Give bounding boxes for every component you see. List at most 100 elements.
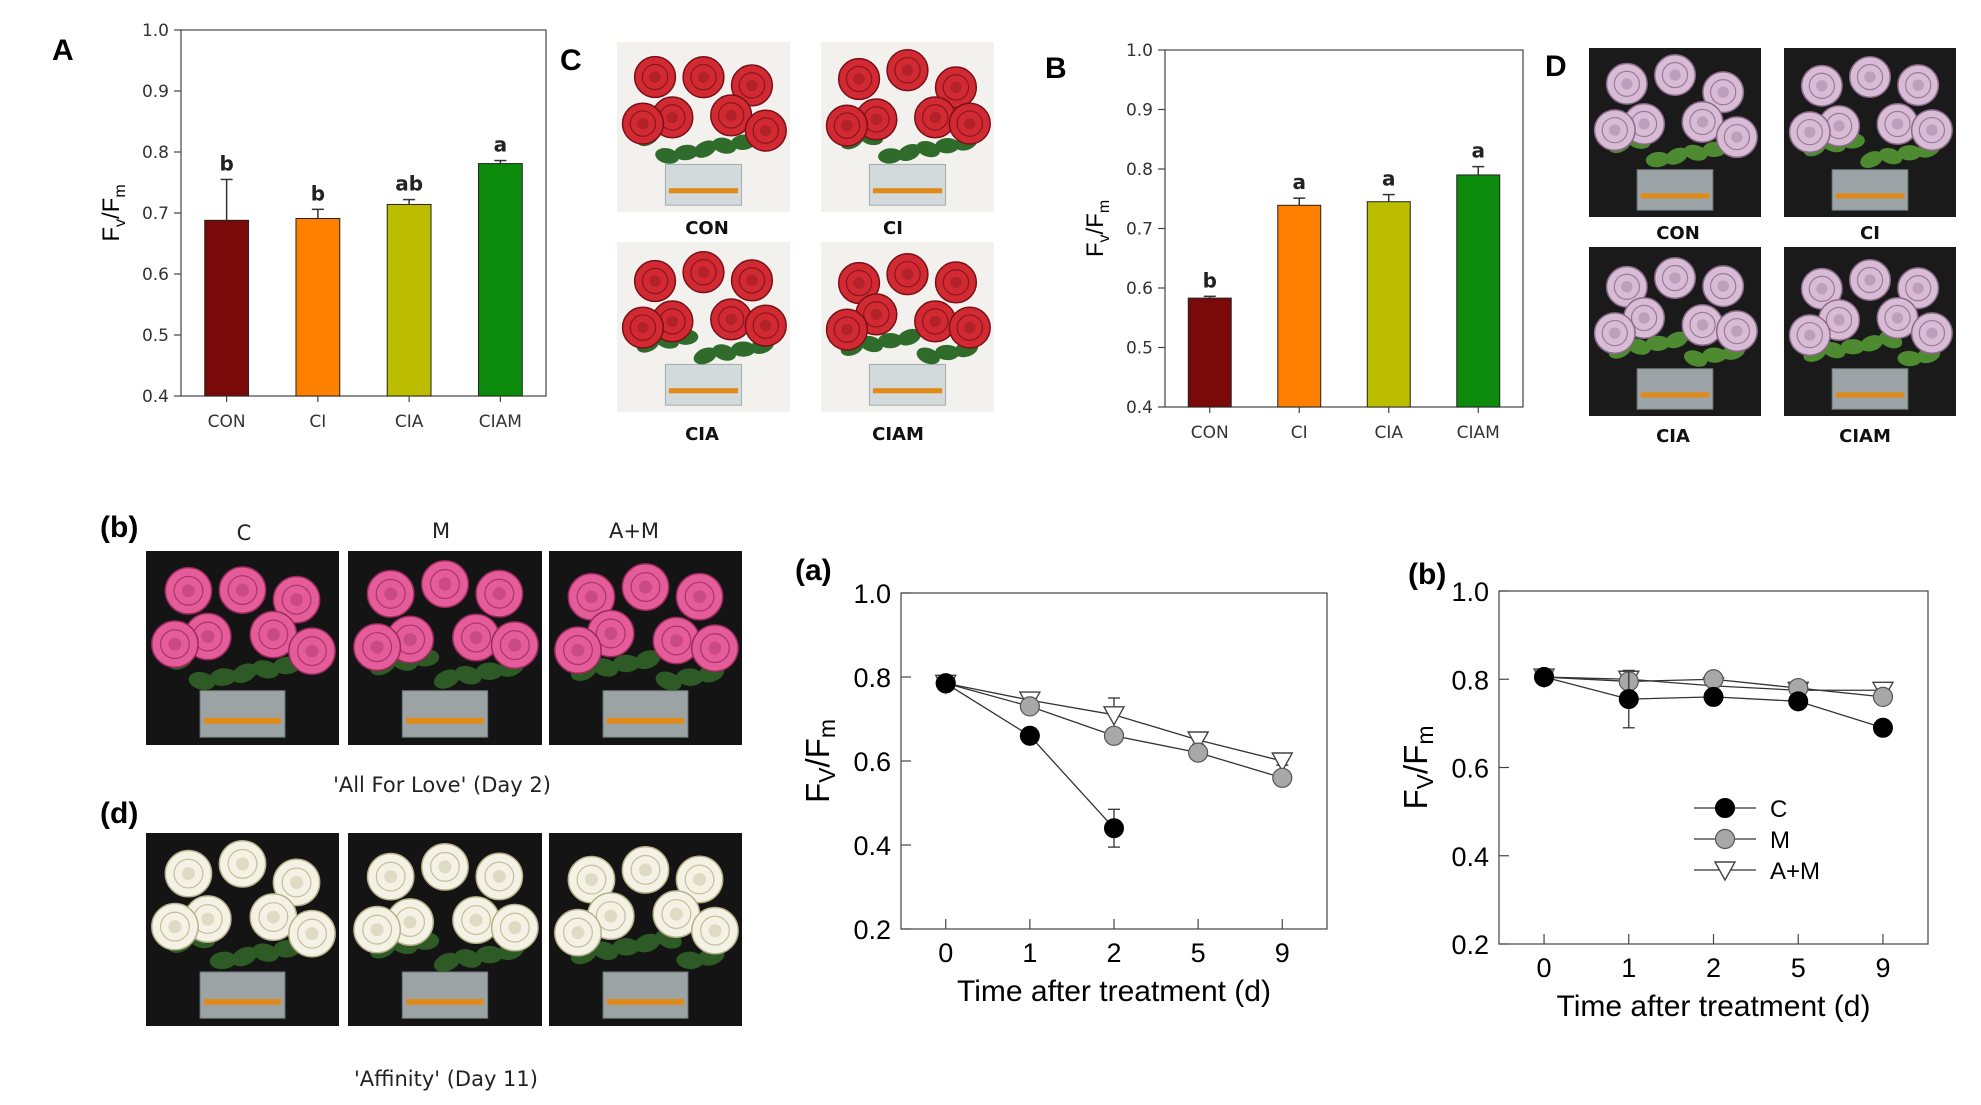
rose-head [682,56,725,99]
rose-center [964,321,976,334]
ylabel-part: m [1096,200,1113,213]
rose-center [649,71,661,83]
rose-petal-ring [297,918,327,949]
panel-letter-C: C [560,44,582,77]
rose-petal-ring [1904,275,1932,302]
y-tick-label: 0.6 [1451,754,1489,784]
rose-petal-ring [562,635,593,666]
rose-center [1731,131,1743,143]
rose-petal-ring [499,630,530,661]
rose-petal-ring [738,267,766,294]
rose-petal-ring [297,636,327,667]
y-tick-label: 1.0 [1451,577,1489,607]
y-tick-label: 0.8 [1126,160,1153,180]
rose-center [669,633,683,647]
rose-petal-ring [700,633,730,664]
rose-petal-ring [281,867,312,898]
rose-petal-ring [484,861,515,892]
rose-center [469,913,483,927]
y-tick-label: 0.7 [142,204,169,224]
rose-head [1593,312,1636,355]
rose-center [760,319,772,332]
rose-center [1621,281,1633,293]
y-tick-label: 0.6 [1126,279,1153,299]
rose-head [948,306,991,349]
rose-center [290,875,304,889]
rose-head [621,306,665,349]
rose-petal-ring [717,306,745,333]
leaf [209,668,237,686]
marker-m [1272,767,1293,788]
rose-center [1912,79,1924,91]
rose-center [746,274,758,287]
bar-ci [295,217,341,397]
ylabel-part: v [112,219,129,227]
ylabel-part: /F [799,738,836,767]
vase-label [668,388,739,394]
rose-petal-ring [595,618,626,649]
ylabel-part: m [112,184,129,197]
photo-C-con [617,42,790,212]
rose-petal-ring [159,629,190,660]
leaf [916,140,941,158]
vase-label [1835,193,1905,199]
rose-head [554,626,602,675]
rose-petal-ring [562,917,593,948]
marker-m [1019,696,1040,717]
y-tick-label: 0.2 [1451,930,1489,960]
rose-head [682,251,725,294]
leaf [1840,339,1865,355]
rose-center [666,315,679,328]
vase [664,363,743,406]
leaf [612,938,640,956]
y-tick-label: 0.7 [1126,220,1153,240]
rose-petal-ring [630,854,661,885]
photo-D-cia [1589,247,1761,416]
ylabel-part: V [1412,773,1438,789]
rose-petal-ring [1796,321,1823,349]
rose-center [1891,118,1904,130]
leaf [231,946,258,967]
rose-petal-ring [1661,61,1689,89]
rose-petal-ring [921,308,949,335]
leaf [231,663,258,684]
bar-chart-B: 0.4 0.5 0.6 0.7 0.8 0.9 1.0 b CON a CI a CIA a CIAM Fv/… [1082,41,1524,443]
rose-center [697,71,710,83]
rose-petal-ring [1689,311,1716,339]
rose-center [1638,312,1650,324]
rose-petal-ring [1601,319,1628,347]
rose-center [697,266,710,278]
leaf [433,669,460,689]
x-tick-label: 0 [938,938,953,968]
leaf [655,671,682,691]
marker-m [1703,669,1724,690]
rose-head [288,909,336,958]
rose-head [1653,257,1697,300]
rose-center [508,921,522,935]
vase [868,363,947,406]
rose-center [725,313,737,326]
rose-center [1816,283,1828,295]
y-tick-label: 0.4 [1126,398,1153,418]
photo-C-label-ciam: CIAM [872,424,924,445]
photo-b-c [146,551,339,745]
leaf [1878,148,1903,165]
leaf [634,933,661,953]
rose-head [691,906,739,955]
rose-head [1897,64,1940,107]
significance-label: a [1382,167,1396,191]
photo-C-cia [617,242,790,412]
leaf [693,347,717,365]
rose-center [853,277,865,289]
rose-center [236,583,249,597]
rose-head [420,560,470,609]
vase-label [668,188,739,194]
y-tick-label: 0.8 [853,663,891,693]
rose-center [1609,124,1621,136]
rose-center [693,872,707,886]
photo-b-m [348,551,542,745]
rose-head [633,259,677,303]
rose-head [366,852,415,901]
rose-petal-ring [173,575,204,606]
